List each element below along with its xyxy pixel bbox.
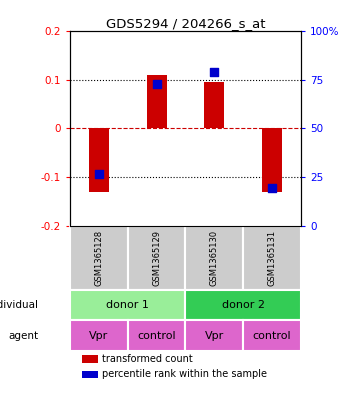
Point bbox=[96, 171, 101, 177]
Bar bbox=[82, 371, 98, 378]
Title: GDS5294 / 204266_s_at: GDS5294 / 204266_s_at bbox=[106, 17, 265, 30]
Bar bbox=[89, 129, 109, 191]
Bar bbox=[186, 226, 243, 290]
Text: individual: individual bbox=[0, 300, 38, 310]
Bar bbox=[186, 290, 301, 320]
Text: GSM1365131: GSM1365131 bbox=[268, 230, 276, 286]
Bar bbox=[128, 320, 186, 351]
Text: control: control bbox=[253, 331, 292, 341]
Bar bbox=[186, 320, 243, 351]
Point bbox=[269, 185, 275, 191]
Text: GSM1365129: GSM1365129 bbox=[152, 230, 161, 286]
Text: donor 2: donor 2 bbox=[222, 300, 265, 310]
Bar bbox=[70, 320, 128, 351]
Text: percentile rank within the sample: percentile rank within the sample bbox=[102, 369, 267, 380]
Bar bbox=[70, 290, 186, 320]
Bar bbox=[243, 226, 301, 290]
Bar bbox=[262, 129, 282, 191]
Bar bbox=[204, 83, 224, 129]
Bar bbox=[82, 355, 98, 363]
Text: donor 1: donor 1 bbox=[106, 300, 149, 310]
Text: agent: agent bbox=[8, 331, 38, 341]
Text: GSM1365130: GSM1365130 bbox=[210, 230, 219, 286]
Text: transformed count: transformed count bbox=[102, 354, 193, 364]
Bar bbox=[70, 226, 128, 290]
Text: Vpr: Vpr bbox=[205, 331, 224, 341]
Bar bbox=[147, 75, 167, 129]
Text: Vpr: Vpr bbox=[89, 331, 108, 341]
Text: GSM1365128: GSM1365128 bbox=[94, 230, 103, 286]
Bar bbox=[128, 226, 186, 290]
Bar bbox=[243, 320, 301, 351]
Point bbox=[211, 68, 217, 75]
Point bbox=[154, 81, 159, 87]
Text: control: control bbox=[137, 331, 176, 341]
